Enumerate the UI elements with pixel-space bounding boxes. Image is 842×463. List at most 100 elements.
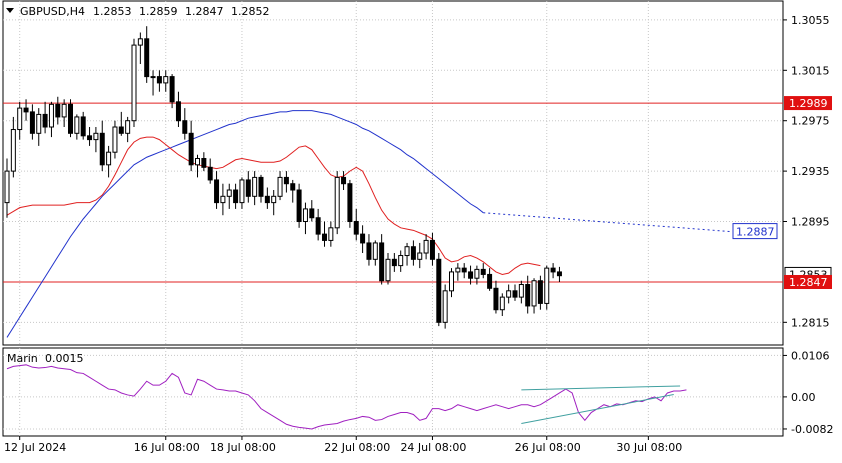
x-tick-label: 22 Jul 08:00 (324, 441, 390, 454)
candle-body-down (188, 132, 194, 166)
price-tick-label: 1.2975 (791, 115, 830, 128)
candle-body-down (144, 38, 150, 78)
candle (360, 225, 366, 254)
price-panel-frame (2, 0, 784, 346)
candle-body-down (175, 101, 181, 122)
candle-body-up (239, 179, 245, 204)
candle-body-down (410, 246, 416, 260)
candle (537, 275, 543, 310)
candle-body-down (341, 176, 347, 185)
candle-body-down (283, 176, 289, 185)
x-tick-label: 16 Jul 08:00 (134, 441, 200, 454)
candles (4, 26, 562, 329)
candle (468, 265, 474, 285)
candle (410, 240, 416, 266)
oscillator-grid (3, 348, 783, 436)
candle (68, 99, 73, 138)
candle-body-down (468, 271, 474, 279)
candle (252, 171, 258, 206)
candle-body-down (360, 233, 366, 244)
candle (302, 202, 308, 235)
candle (112, 120, 118, 159)
candle (474, 265, 480, 285)
candle-body-up (385, 258, 391, 282)
candle-body-up (48, 103, 54, 128)
candle-body-up (531, 280, 537, 307)
dropdown-arrow-icon[interactable] (6, 8, 14, 13)
candle-body-up (106, 151, 112, 166)
candle-body-down (296, 189, 302, 223)
candle (214, 171, 220, 209)
candle (315, 208, 321, 241)
x-tick-label: 12 Jul 2024 (4, 441, 66, 454)
candle (144, 26, 150, 83)
candle-body-down (353, 221, 359, 235)
candle-body-up (423, 239, 429, 254)
candle (328, 221, 334, 247)
candle (226, 183, 232, 209)
candle-body-up (455, 267, 461, 273)
candle (417, 242, 423, 269)
candle-body-down (258, 176, 264, 197)
candle (55, 96, 61, 125)
candle-body-down (80, 116, 86, 137)
candle-body-down (391, 258, 397, 267)
candle-body-up (195, 158, 200, 166)
oscillator-trendline[interactable] (521, 394, 674, 424)
candle (23, 99, 29, 121)
candle (48, 101, 54, 138)
indicator-value: 0.0015 (45, 352, 84, 365)
candle (556, 266, 562, 282)
red-line-layer (6, 136, 541, 275)
candle (264, 187, 270, 209)
candle-body-up (61, 103, 67, 118)
candle (487, 268, 493, 291)
candle-body-down (68, 103, 73, 134)
ma-end-label: 1.2887 (736, 226, 775, 239)
oscillator-line (6, 364, 687, 430)
candle-body-up (125, 120, 131, 134)
candle (506, 284, 512, 304)
candle-body-up (36, 113, 42, 134)
oscillator-trendline[interactable] (521, 385, 681, 391)
candle-body-up (449, 271, 454, 292)
candle (195, 154, 200, 178)
close-value: 1.2852 (231, 5, 270, 18)
candle (118, 111, 124, 136)
candle-body-down (379, 242, 385, 282)
candle-body-down (322, 233, 327, 241)
ma-end-box (732, 223, 778, 240)
candle (233, 183, 239, 209)
candle-body-down (461, 267, 467, 273)
candle-body-down (315, 217, 321, 235)
candle-body-up (544, 267, 550, 304)
level-price-box (784, 274, 832, 289)
candle (17, 101, 23, 140)
candle (150, 70, 156, 96)
price-tick-label: 1.2895 (791, 216, 830, 229)
candle (442, 284, 448, 329)
candle (131, 38, 137, 128)
candle (29, 104, 35, 140)
candle (423, 234, 429, 260)
oscillator-tick-label: 0.00 (791, 391, 816, 404)
candle (182, 108, 188, 140)
candle-body-down (550, 267, 556, 273)
candle-body-down (182, 120, 188, 134)
candle-body-down (169, 76, 175, 103)
candle (518, 280, 524, 304)
candle (258, 174, 264, 203)
candle-body-down (487, 273, 493, 289)
candle (455, 263, 461, 281)
price-tick-label: 1.2935 (791, 165, 830, 178)
candle-body-down (29, 111, 35, 134)
candle-body-up (131, 44, 137, 122)
candle-body-down (201, 158, 207, 168)
candle (499, 293, 505, 317)
candle (137, 32, 143, 65)
low-value: 1.2847 (185, 5, 224, 18)
level-price-label: 1.2989 (789, 97, 828, 110)
candle (461, 263, 467, 279)
level-price-box (784, 96, 832, 111)
